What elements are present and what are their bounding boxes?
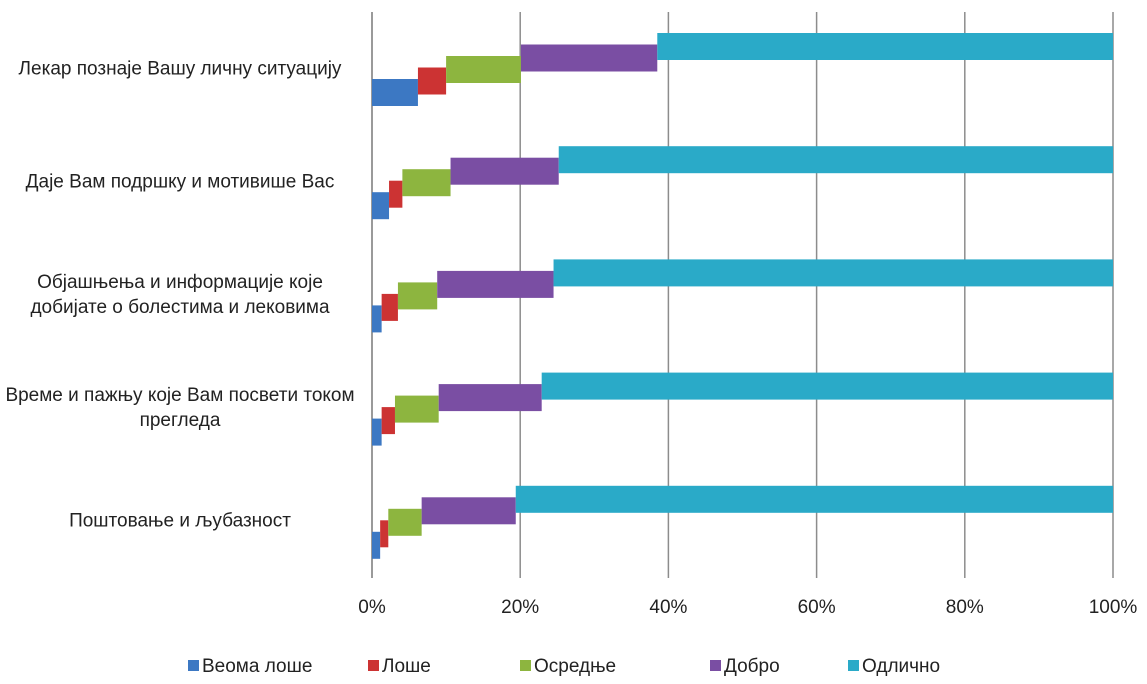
y-tick-label: Време и пажњу које Вам посвети током пре… (5, 385, 355, 432)
bar-segment (438, 384, 542, 412)
bar-segment (553, 259, 1113, 287)
bar-segment (558, 146, 1113, 174)
x-tick-label: 20% (501, 597, 539, 618)
bar-segment (372, 79, 418, 106)
y-tick-label: Поштовање и љубазност (69, 510, 291, 532)
bar-segment (421, 497, 516, 525)
legend-label: Одлично (862, 656, 940, 677)
bar-segment (381, 293, 398, 321)
bar-segment (402, 169, 451, 197)
legend-label: Осредње (534, 656, 616, 677)
legend-swatch (710, 660, 721, 671)
bar-segment (446, 56, 521, 83)
bar-segment (389, 180, 403, 208)
legend-swatch (368, 660, 379, 671)
legend-swatch (188, 660, 199, 671)
bar-segment (372, 531, 381, 559)
bar-segment (380, 520, 389, 548)
legend-swatch (520, 660, 531, 671)
y-tick-label: Даје Вам подршку и мотивише Вас (25, 171, 335, 193)
bar-segment (372, 305, 382, 333)
legend-swatch (848, 660, 859, 671)
legend-label: Лоше (382, 656, 431, 677)
y-tick-label: Лекар познаје Вашу личну ситуацију (18, 58, 342, 80)
bar-segment (388, 508, 422, 536)
bar-segment (381, 407, 395, 435)
x-tick-label: 60% (798, 597, 836, 618)
legend-label: Добро (724, 656, 780, 677)
x-tick-label: 0% (358, 597, 386, 618)
legend-label: Веома лоше (202, 656, 312, 677)
bar-segment (372, 192, 390, 220)
bar-segment (450, 157, 559, 185)
x-tick-label: 80% (946, 597, 984, 618)
bar-segment (417, 67, 447, 95)
bar-segment (437, 270, 554, 298)
bar-segment (541, 372, 1113, 400)
x-tick-label: 100% (1089, 597, 1138, 618)
bar-segment (394, 395, 439, 423)
bar-segment (372, 418, 382, 446)
bar-segment (397, 282, 438, 310)
y-tick-label: Објашњења и информације које добијате о … (30, 272, 330, 318)
bar-segment (520, 44, 658, 72)
bar-segment (515, 485, 1113, 513)
bar-segment (657, 33, 1113, 60)
x-tick-label: 40% (649, 597, 687, 618)
